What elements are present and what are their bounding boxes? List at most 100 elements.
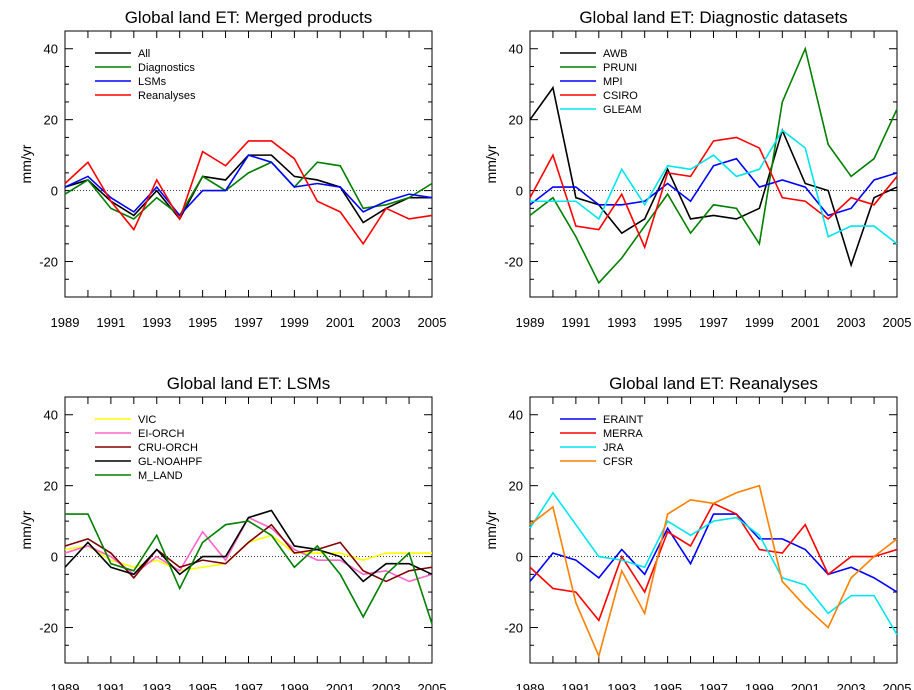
series-line-csiro (529, 136, 898, 250)
plot-frame (64, 396, 433, 664)
series-line-mpi (529, 157, 898, 217)
x-tick-label: 1997 (699, 681, 728, 690)
x-tick-label: 1993 (607, 681, 636, 690)
legend-label: ERAINT (603, 414, 644, 426)
x-tick-label: 1989 (516, 315, 545, 330)
y-tick-label: -20 (39, 621, 58, 636)
legend: AWB PRUNI MPI CSIRO GLEAM (560, 48, 642, 116)
x-tick-label: 2001 (326, 315, 355, 330)
x-tick-label: 2003 (372, 315, 401, 330)
legend-label: Diagnostics (138, 62, 195, 74)
y-tick-label: 40 (509, 408, 523, 423)
x-tick-label: 2005 (418, 315, 447, 330)
x-tick-label: 1991 (96, 681, 125, 690)
legend-label: MERRA (603, 428, 643, 440)
x-tick-label: 1995 (653, 315, 682, 330)
y-tick-label: 0 (51, 550, 58, 565)
legend-label: LSMs (138, 76, 167, 88)
x-tick-label: 2005 (883, 315, 912, 330)
chart-panel-1: Global land ET: Merged products mm/yr 1989… (18, 8, 446, 330)
x-tick-label: 1989 (51, 315, 80, 330)
y-tick-label: -20 (39, 255, 58, 270)
x-tick-label: 1997 (699, 315, 728, 330)
legend-label: AWB (603, 48, 628, 60)
plot-frame (64, 30, 433, 298)
legend-label: JRA (603, 442, 624, 454)
x-tick-label: 1997 (234, 681, 263, 690)
chart-title: Global land ET: Diagnostic datasets (579, 8, 847, 27)
legend-label: M_LAND (138, 470, 183, 482)
series-line-cru-orch (64, 523, 433, 583)
y-tick-label: 40 (44, 408, 58, 423)
x-tick-label: 1991 (561, 681, 590, 690)
y-axis-label: mm/yr (483, 144, 499, 183)
x-tick-label: 2001 (326, 681, 355, 690)
series-line-awb (529, 85, 898, 268)
legend: All Diagnostics LSMs Reanalyses (95, 48, 196, 102)
legend-label: GL-NOAHPF (138, 456, 202, 468)
x-tick-label: 2005 (883, 681, 912, 690)
x-tick-label: 2001 (791, 315, 820, 330)
series-line-m-land (65, 513, 433, 625)
x-tick-label: 2003 (372, 681, 401, 690)
series-line-gleam (530, 129, 898, 245)
x-tick-label: 1991 (96, 315, 125, 330)
x-tick-label: 2005 (418, 681, 447, 690)
series-line-diagnostics (64, 161, 433, 220)
x-tick-label: 1995 (188, 315, 217, 330)
x-tick-label: 1993 (142, 315, 171, 330)
chart-panel-4: Global land ET: Reanalyses mm/yr 1989 1991 1… (483, 374, 911, 690)
y-tick-label: 40 (44, 42, 58, 57)
series-line-gl-noahpf (64, 509, 433, 583)
legend: VIC EI-ORCH CRU-ORCH GL-NOAHPF M_LAND (95, 414, 202, 482)
chart-title: Global land ET: Merged products (125, 8, 373, 27)
series-line-vic (64, 534, 432, 572)
y-axis-label: mm/yr (18, 510, 34, 549)
x-tick-label: 2003 (837, 681, 866, 690)
legend-label: CSIRO (603, 90, 638, 102)
x-tick-label: 1989 (51, 681, 80, 690)
y-tick-label: 40 (509, 42, 523, 57)
legend: ERAINT MERRA JRA CFSR (560, 414, 644, 468)
x-tick-label: 1993 (607, 315, 636, 330)
x-tick-label: 2003 (837, 315, 866, 330)
x-tick-label: 1991 (561, 315, 590, 330)
series-line-cfsr (529, 484, 898, 659)
y-tick-label: 0 (51, 184, 58, 199)
x-tick-label: 1999 (280, 315, 309, 330)
legend-label: VIC (138, 414, 156, 426)
legend-label: GLEAM (603, 104, 642, 116)
y-tick-label: 20 (509, 479, 523, 494)
y-axis-label: mm/yr (483, 510, 499, 549)
legend-label: CFSR (603, 456, 633, 468)
y-tick-label: -20 (504, 255, 523, 270)
y-tick-label: 20 (44, 479, 58, 494)
y-tick-label: 0 (516, 550, 523, 565)
chart-title: Global land ET: LSMs (167, 374, 330, 393)
y-tick-label: -20 (504, 621, 523, 636)
series-line-ei-orch (64, 516, 433, 583)
x-tick-label: 1995 (653, 681, 682, 690)
chart-title: Global land ET: Reanalyses (609, 374, 818, 393)
legend-label: PRUNI (603, 62, 637, 74)
y-tick-label: 20 (44, 113, 58, 128)
y-tick-label: 20 (509, 113, 523, 128)
legend-label: All (138, 48, 150, 60)
legend-label: EI-ORCH (138, 428, 185, 440)
x-tick-label: 1993 (142, 681, 171, 690)
x-tick-label: 1999 (280, 681, 309, 690)
series-line-pruni (529, 46, 898, 285)
x-tick-label: 1997 (234, 315, 263, 330)
chart-panel-3: Global land ET: LSMs mm/yr 1989 1991 1993 199… (18, 374, 446, 690)
series-line-eraint (529, 513, 898, 593)
x-tick-label: 1999 (745, 315, 774, 330)
legend-label: Reanalyses (138, 90, 196, 102)
chart-panel-2: Global land ET: Diagnostic datasets mm/yr… (483, 8, 911, 330)
y-tick-label: 0 (516, 184, 523, 199)
x-tick-label: 1989 (516, 681, 545, 690)
y-axis-label: mm/yr (18, 144, 34, 183)
x-tick-label: 1995 (188, 681, 217, 690)
x-tick-label: 1999 (745, 681, 774, 690)
x-tick-label: 2001 (791, 681, 820, 690)
